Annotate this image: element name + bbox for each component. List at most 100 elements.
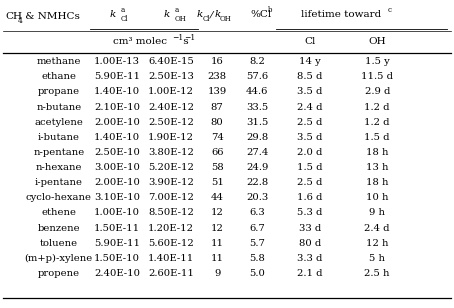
Text: k: k [214, 10, 221, 19]
Text: cm³ molec: cm³ molec [113, 37, 167, 46]
Text: 58: 58 [211, 163, 223, 172]
Text: 3.3 d: 3.3 d [297, 254, 323, 263]
Text: 1.00E-10: 1.00E-10 [94, 209, 140, 217]
Text: 16: 16 [211, 57, 223, 66]
Text: 5.0: 5.0 [249, 269, 265, 278]
Text: 12 h: 12 h [366, 239, 389, 248]
Text: 2.9 d: 2.9 d [365, 87, 390, 96]
Text: 2.40E-12: 2.40E-12 [148, 103, 194, 111]
Text: 3.80E-12: 3.80E-12 [148, 148, 194, 157]
Text: 24.9: 24.9 [246, 163, 268, 172]
Text: 5.3 d: 5.3 d [297, 209, 323, 217]
Text: 1.2 d: 1.2 d [365, 103, 390, 111]
Text: 8.50E-12: 8.50E-12 [148, 209, 194, 217]
Text: 87: 87 [211, 103, 223, 111]
Text: 18 h: 18 h [366, 148, 389, 157]
Text: 2.40E-10: 2.40E-10 [94, 269, 140, 278]
Text: 2.4 d: 2.4 d [365, 224, 390, 233]
Text: 9 h: 9 h [369, 209, 385, 217]
Text: & NMHCs: & NMHCs [22, 12, 80, 21]
Text: 3.5 d: 3.5 d [297, 87, 323, 96]
Text: 1.5 y: 1.5 y [365, 57, 390, 66]
Text: 2.60E-11: 2.60E-11 [148, 269, 194, 278]
Text: a: a [174, 6, 179, 14]
Text: ethane: ethane [41, 72, 76, 81]
Text: 2.00E-10: 2.00E-10 [94, 178, 140, 187]
Text: 29.8: 29.8 [246, 133, 268, 142]
Text: 2.4 d: 2.4 d [297, 103, 323, 111]
Text: (m+p)-xylene: (m+p)-xylene [25, 254, 93, 263]
Text: 238: 238 [207, 72, 227, 81]
Text: 66: 66 [211, 148, 223, 157]
Text: 11: 11 [211, 239, 224, 248]
Text: n-butane: n-butane [36, 103, 81, 111]
Text: c: c [388, 6, 391, 14]
Text: 22.8: 22.8 [246, 178, 268, 187]
Text: 4: 4 [18, 17, 22, 25]
Text: 2.5 h: 2.5 h [365, 269, 390, 278]
Text: 11: 11 [211, 254, 224, 263]
Text: /: / [210, 10, 213, 19]
Text: 3.90E-12: 3.90E-12 [148, 178, 194, 187]
Text: 18 h: 18 h [366, 178, 389, 187]
Text: 1.5 d: 1.5 d [297, 163, 323, 172]
Text: toluene: toluene [40, 239, 78, 248]
Text: 2.5 d: 2.5 d [297, 118, 323, 127]
Text: 1.40E-10: 1.40E-10 [94, 87, 140, 96]
Text: %Cl: %Cl [250, 10, 271, 19]
Text: Cl: Cl [121, 15, 128, 23]
Text: k: k [163, 10, 170, 19]
Text: 1.50E-11: 1.50E-11 [94, 224, 140, 233]
Text: 51: 51 [211, 178, 223, 187]
Text: −1: −1 [172, 34, 183, 43]
Text: acetylene: acetylene [35, 118, 83, 127]
Text: 5.7: 5.7 [249, 239, 265, 248]
Text: 139: 139 [207, 87, 227, 96]
Text: i-butane: i-butane [38, 133, 80, 142]
Text: 74: 74 [211, 133, 223, 142]
Text: 33.5: 33.5 [246, 103, 268, 111]
Text: 7.00E-12: 7.00E-12 [148, 193, 194, 202]
Text: Cl: Cl [304, 37, 316, 46]
Text: 12: 12 [211, 224, 223, 233]
Text: 5.60E-12: 5.60E-12 [148, 239, 194, 248]
Text: 2.00E-10: 2.00E-10 [94, 118, 140, 127]
Text: 3.5 d: 3.5 d [297, 133, 323, 142]
Text: ethene: ethene [41, 209, 76, 217]
Text: 11.5 d: 11.5 d [361, 72, 393, 81]
Text: 2.0 d: 2.0 d [297, 148, 323, 157]
Text: 20.3: 20.3 [246, 193, 268, 202]
Text: 1.5 d: 1.5 d [365, 133, 390, 142]
Text: 3.00E-10: 3.00E-10 [94, 163, 140, 172]
Text: −1: −1 [184, 34, 196, 43]
Text: 3.10E-10: 3.10E-10 [94, 193, 140, 202]
Text: OH: OH [368, 37, 386, 46]
Text: 44.6: 44.6 [246, 87, 268, 96]
Text: 1.40E-11: 1.40E-11 [148, 254, 194, 263]
Text: 5.90E-11: 5.90E-11 [94, 72, 140, 81]
Text: benzene: benzene [38, 224, 80, 233]
Text: b: b [268, 6, 273, 14]
Text: OH: OH [220, 15, 232, 23]
Text: 1.00E-12: 1.00E-12 [148, 87, 194, 96]
Text: 2.5 d: 2.5 d [297, 178, 323, 187]
Text: 1.40E-10: 1.40E-10 [94, 133, 140, 142]
Text: 1.50E-10: 1.50E-10 [94, 254, 140, 263]
Text: 6.3: 6.3 [249, 209, 265, 217]
Text: Cl: Cl [202, 15, 210, 23]
Text: k: k [197, 10, 203, 19]
Text: cyclo-hexane: cyclo-hexane [26, 193, 92, 202]
Text: 13 h: 13 h [366, 163, 389, 172]
Text: 44: 44 [211, 193, 224, 202]
Text: 80: 80 [211, 118, 223, 127]
Text: 1.6 d: 1.6 d [297, 193, 323, 202]
Text: 5.90E-11: 5.90E-11 [94, 239, 140, 248]
Text: 2.1 d: 2.1 d [297, 269, 323, 278]
Text: 2.10E-10: 2.10E-10 [94, 103, 140, 111]
Text: methane: methane [37, 57, 81, 66]
Text: 1.00E-13: 1.00E-13 [94, 57, 140, 66]
Text: lifetime toward: lifetime toward [301, 10, 381, 19]
Text: propene: propene [38, 269, 80, 278]
Text: CH: CH [5, 12, 22, 21]
Text: 10 h: 10 h [366, 193, 389, 202]
